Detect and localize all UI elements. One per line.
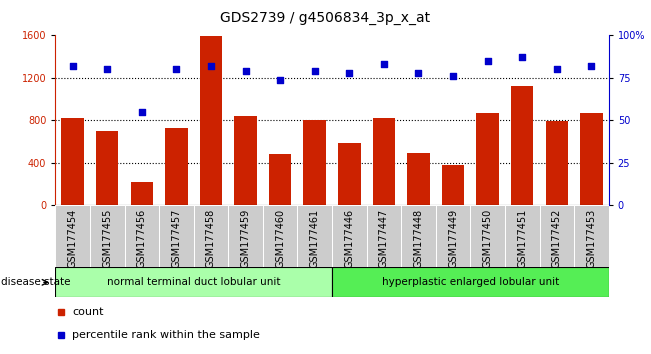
Text: GSM177456: GSM177456 — [137, 209, 146, 268]
Text: GSM177447: GSM177447 — [379, 209, 389, 268]
Point — [102, 67, 113, 72]
Text: GSM177458: GSM177458 — [206, 209, 216, 268]
Bar — [436, 205, 470, 267]
Text: GSM177451: GSM177451 — [518, 209, 527, 268]
Bar — [90, 205, 124, 267]
Bar — [55, 205, 90, 267]
Text: GSM177459: GSM177459 — [241, 209, 251, 268]
Text: GSM177460: GSM177460 — [275, 209, 285, 268]
Text: GSM177452: GSM177452 — [552, 209, 562, 268]
Text: disease state: disease state — [1, 277, 71, 287]
Bar — [332, 205, 367, 267]
Text: GSM177450: GSM177450 — [482, 209, 493, 268]
Point — [68, 63, 78, 69]
Point — [309, 68, 320, 74]
Bar — [55, 267, 332, 297]
Bar — [505, 205, 540, 267]
Bar — [338, 143, 361, 205]
Text: GDS2739 / g4506834_3p_x_at: GDS2739 / g4506834_3p_x_at — [221, 11, 430, 25]
Text: normal terminal duct lobular unit: normal terminal duct lobular unit — [107, 277, 281, 287]
Text: GSM177446: GSM177446 — [344, 209, 354, 268]
Bar — [477, 113, 499, 205]
Text: GSM177461: GSM177461 — [310, 209, 320, 268]
Point — [344, 70, 355, 76]
Bar — [540, 205, 574, 267]
Bar — [200, 36, 222, 205]
Point — [413, 70, 424, 76]
Point — [448, 73, 458, 79]
Bar — [303, 120, 326, 205]
Text: GSM177455: GSM177455 — [102, 209, 112, 268]
Point — [240, 68, 251, 74]
Bar — [442, 165, 464, 205]
Bar — [96, 131, 118, 205]
Bar — [574, 205, 609, 267]
Text: GSM177453: GSM177453 — [587, 209, 596, 268]
Text: hyperplastic enlarged lobular unit: hyperplastic enlarged lobular unit — [381, 277, 559, 287]
Text: GSM177448: GSM177448 — [413, 209, 423, 268]
Point — [379, 62, 389, 67]
Text: count: count — [72, 307, 104, 318]
Bar — [470, 205, 505, 267]
Point — [206, 63, 216, 69]
Point — [137, 109, 147, 115]
Point — [275, 77, 285, 82]
Bar — [408, 153, 430, 205]
Bar — [546, 121, 568, 205]
Bar — [61, 118, 84, 205]
Bar — [580, 113, 603, 205]
Bar — [165, 128, 187, 205]
Bar — [131, 182, 153, 205]
Bar — [511, 86, 533, 205]
Point — [482, 58, 493, 64]
Text: GSM177457: GSM177457 — [171, 209, 182, 268]
Bar — [269, 154, 292, 205]
Point — [171, 67, 182, 72]
Bar — [401, 205, 436, 267]
Bar — [298, 205, 332, 267]
Bar — [263, 205, 298, 267]
Text: GSM177454: GSM177454 — [68, 209, 77, 268]
Point — [551, 67, 562, 72]
Bar — [372, 118, 395, 205]
Bar — [194, 205, 229, 267]
Bar — [332, 267, 609, 297]
Bar — [367, 205, 401, 267]
Bar — [229, 205, 263, 267]
Bar — [234, 116, 256, 205]
Bar — [124, 205, 159, 267]
Point — [517, 55, 527, 60]
Text: GSM177449: GSM177449 — [448, 209, 458, 268]
Point — [586, 63, 596, 69]
Bar — [159, 205, 194, 267]
Text: percentile rank within the sample: percentile rank within the sample — [72, 330, 260, 341]
